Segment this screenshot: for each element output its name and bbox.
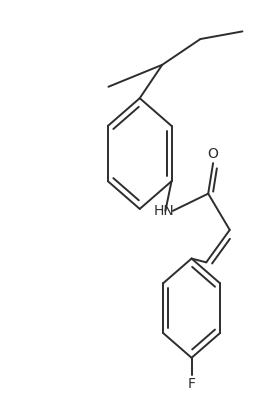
Text: HN: HN (153, 204, 174, 218)
Text: O: O (207, 147, 218, 161)
Text: F: F (187, 377, 195, 391)
